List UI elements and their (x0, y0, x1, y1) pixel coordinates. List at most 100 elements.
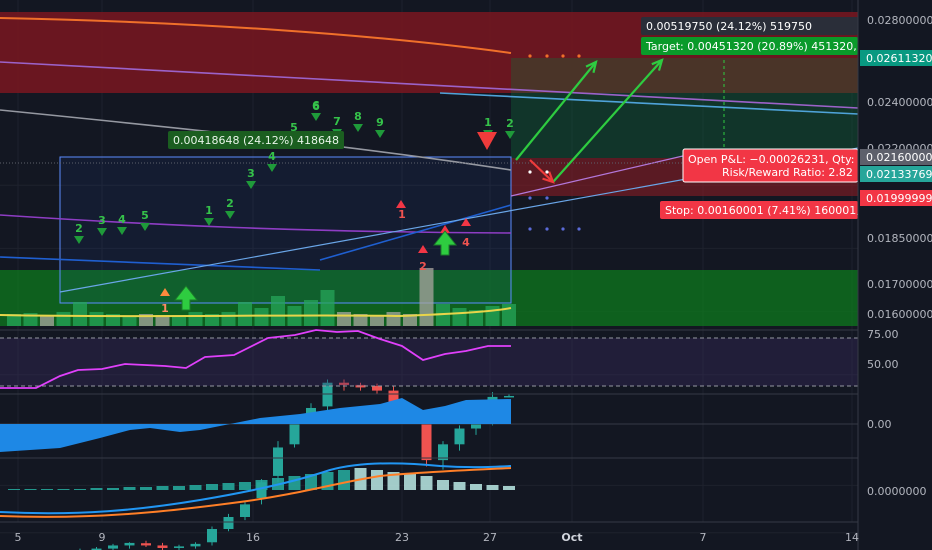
td-arrow (505, 131, 515, 139)
candle-body (372, 385, 382, 391)
candle-body (141, 543, 151, 546)
td-arrow (140, 223, 150, 231)
candle-body (190, 543, 201, 547)
price-badge (860, 166, 932, 182)
future-dot (528, 227, 532, 231)
td-count-label: 2 (75, 222, 83, 235)
td-arrow (375, 130, 385, 138)
volume-bar (469, 310, 483, 326)
macd-hist-bar (503, 486, 515, 490)
volume-bar (353, 314, 368, 326)
candle-body (421, 412, 432, 461)
candle-body (124, 542, 135, 546)
volume-bar (205, 314, 219, 326)
macd-hist-bar (239, 482, 251, 490)
candle-body (454, 428, 465, 445)
future-dot (528, 54, 532, 58)
macd-hist-bar (288, 476, 301, 490)
sell-arrow (477, 132, 497, 150)
td-count-label: 1 (161, 302, 169, 315)
stop-label: Stop: 0.00160001 (7.41%) 160001, Amo (665, 204, 888, 217)
future-dot (561, 227, 565, 231)
volume-bar (452, 308, 467, 326)
macd-hist-bar (206, 484, 218, 490)
volume-ma (0, 307, 512, 318)
td-count-label: 2 (226, 197, 234, 210)
time-tick-label: 7 (700, 531, 707, 544)
td-count-label: 5 (141, 209, 149, 222)
macd-hist-bar (123, 487, 136, 490)
macd-hist-bar (8, 489, 20, 490)
volume-bar (40, 316, 54, 326)
td-count-label: 4 (268, 150, 276, 163)
candle-body (322, 382, 333, 407)
volume-bar (155, 315, 170, 326)
td-arrow (246, 181, 256, 189)
price-badge (860, 190, 932, 206)
rsi-tick-label: 75.00 (867, 328, 899, 341)
macd-line (0, 462, 512, 515)
price-badge (860, 50, 932, 66)
price-badge-label: 0.02611320 (866, 52, 932, 65)
measure-label-left: 0.00418648 (24.12%) 418648 (173, 134, 339, 147)
macd-hist-bar (173, 486, 185, 490)
td-count-label: 2 (419, 260, 427, 273)
td-count-label: 7 (333, 115, 341, 128)
time-tick-label: 27 (483, 531, 497, 544)
volume-bar (304, 300, 318, 326)
price-badge-label: 0.02160000 (866, 151, 932, 164)
volume-bar (188, 312, 203, 326)
price-badge (860, 149, 932, 165)
td-count-label: 4 (118, 213, 126, 226)
osc-tick-label: 0.00 (867, 418, 892, 431)
td-arrow (97, 228, 107, 236)
future-dot (528, 196, 532, 200)
td-count-label: 2 (506, 117, 514, 130)
macd-hist-bar (41, 489, 53, 490)
macd-hist-bar (387, 472, 400, 490)
volume-bar (320, 290, 335, 326)
time-tick-label: 23 (395, 531, 409, 544)
pullback-arrow (529, 159, 554, 183)
volume-bar (7, 314, 21, 326)
up-arrow-marker (396, 200, 406, 208)
macd-hist-bar (420, 476, 433, 490)
target-area (511, 58, 858, 158)
volume-bar (254, 308, 269, 326)
candle-body (207, 529, 217, 543)
candle-body (438, 444, 448, 461)
candle-body (174, 546, 184, 548)
macd-hist-bar (486, 485, 499, 490)
volume-bar (56, 312, 71, 326)
volume-bar (403, 314, 417, 326)
macd-hist-bar (437, 480, 449, 490)
candle-body (108, 545, 118, 549)
price-axis-bg (858, 0, 932, 550)
td-count-label: 3 (98, 214, 106, 227)
volume-bar (73, 302, 87, 326)
time-tick-label: 9 (99, 531, 106, 544)
volume-bar (419, 268, 434, 326)
buy-arrow (432, 230, 458, 256)
volume-bar (221, 312, 236, 326)
pnl-label-line1: Open P&L: −0.00026231, Qty: 156 (688, 153, 879, 166)
up-arrow-marker (160, 288, 170, 296)
candle-body (157, 545, 168, 548)
td-count-label: 6 (312, 99, 320, 112)
volume-bar (337, 312, 351, 326)
rsi-band (0, 338, 858, 386)
ma-darkblue (0, 256, 321, 271)
measure-label-top-box (641, 17, 858, 35)
time-tick-label: 14 (845, 531, 859, 544)
price-tick-label: 0.02400000 (867, 96, 932, 109)
macd-hist-bar (156, 486, 169, 490)
td-count-label: 8 (354, 110, 362, 123)
time-tick-label: 5 (15, 531, 22, 544)
target-label-box (641, 37, 858, 55)
td-count-label: 5 (290, 121, 298, 134)
measure-label-left-box (168, 131, 344, 149)
td-count-label: 6 (312, 100, 320, 113)
up-arrow-marker (418, 245, 428, 253)
future-dot (577, 54, 581, 58)
